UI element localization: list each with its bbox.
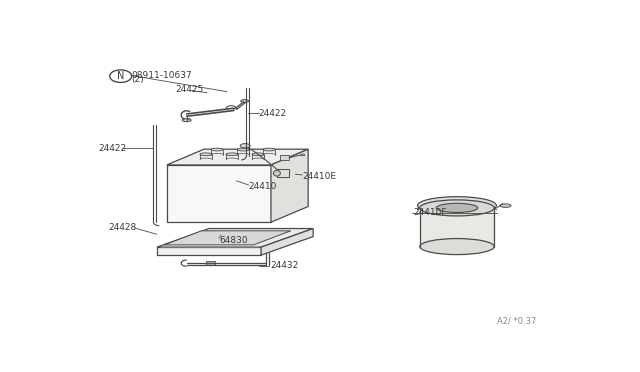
Polygon shape (271, 149, 308, 222)
Text: 24410: 24410 (249, 182, 277, 191)
Polygon shape (280, 155, 289, 160)
Text: 24432: 24432 (270, 261, 298, 270)
Polygon shape (261, 228, 313, 255)
Text: 24422: 24422 (99, 144, 127, 153)
Ellipse shape (420, 238, 494, 254)
Ellipse shape (200, 153, 212, 155)
Text: A2/ *0.37: A2/ *0.37 (497, 317, 536, 326)
Ellipse shape (417, 197, 497, 214)
Polygon shape (167, 165, 271, 222)
Ellipse shape (301, 154, 305, 156)
Text: 08911-10637: 08911-10637 (132, 71, 193, 80)
Polygon shape (164, 231, 291, 245)
Ellipse shape (263, 148, 275, 151)
Ellipse shape (252, 153, 264, 155)
Ellipse shape (500, 204, 511, 207)
Ellipse shape (226, 153, 238, 155)
Text: (2): (2) (132, 76, 144, 84)
Polygon shape (157, 247, 261, 255)
Text: 64830: 64830 (220, 236, 248, 246)
Text: 24410F: 24410F (413, 208, 447, 217)
Ellipse shape (211, 148, 223, 151)
Ellipse shape (182, 119, 191, 122)
Ellipse shape (436, 203, 478, 212)
Polygon shape (420, 208, 494, 247)
Ellipse shape (240, 144, 250, 148)
Text: 24422: 24422 (259, 109, 287, 118)
Polygon shape (277, 169, 289, 177)
Text: N: N (117, 71, 124, 81)
Ellipse shape (273, 170, 280, 176)
Text: 24428: 24428 (109, 224, 137, 232)
Polygon shape (167, 149, 308, 165)
Ellipse shape (241, 100, 248, 103)
Ellipse shape (420, 200, 494, 216)
Polygon shape (207, 262, 216, 266)
Polygon shape (157, 228, 313, 247)
Ellipse shape (237, 148, 249, 151)
Text: 24425: 24425 (175, 86, 204, 94)
Text: 24410E: 24410E (302, 173, 336, 182)
